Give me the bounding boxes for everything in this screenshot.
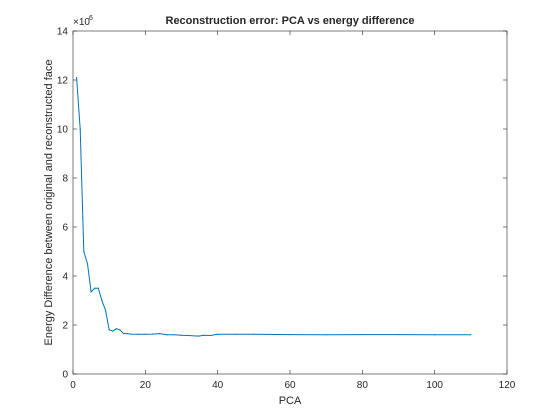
data-point [235,333,237,335]
axis-ticks: 0 20 40 60 80 100 120 0 2 4 6 8 10 12 14 [57,27,516,392]
data-point [90,291,92,293]
y-tick-label: 0 [62,370,68,381]
y-axis-label: Energy Difference between original and r… [43,60,55,346]
data-point [144,333,146,335]
data-point [115,328,117,330]
data-point [361,333,363,336]
x-tick-label: 20 [140,380,152,391]
data-point [253,333,255,335]
y-tick-label: 6 [62,223,68,234]
y-tick-label: 10 [57,125,69,136]
data-point [119,329,121,331]
data-point [108,329,110,331]
data-point [434,334,436,336]
y-tick-label: 4 [62,272,68,283]
data-point [101,299,103,302]
data-point [112,330,114,332]
data-point [166,334,168,336]
data-point [94,287,96,289]
y-axis-exponent-base: ×10 [73,17,90,28]
data-point [130,333,132,335]
y-tick-label: 8 [62,174,68,185]
data-point [325,334,327,336]
data-point [470,334,472,336]
data-point [76,76,78,79]
data-point [198,335,201,337]
y-tick-label: 12 [57,76,69,87]
data-point [180,334,183,336]
data-point [397,333,400,336]
data-point [126,332,128,335]
chart-title: Reconstruction error: PCA vs energy diff… [166,15,415,27]
data-point [173,334,175,336]
data-point [123,332,125,335]
data-point [104,309,107,311]
data-point [202,334,204,336]
data-point [97,287,99,289]
x-tick-label: 60 [284,380,296,391]
data-point [137,333,139,335]
x-tick-label: 80 [357,380,369,391]
data-point [83,250,85,253]
data-point [209,334,212,337]
data-point [86,263,89,265]
y-tick-label: 14 [57,27,69,38]
x-tick-label: 120 [499,380,516,391]
data-points [76,76,472,337]
data-point [151,333,154,335]
x-tick-label: 100 [426,380,443,391]
data-point [217,333,219,335]
plot-area [72,30,508,375]
data-point [79,128,81,130]
data-point [289,333,291,336]
x-tick-label: 0 [70,380,76,391]
data-point [159,332,161,335]
y-axis-exponent-power: 6 [89,15,93,22]
y-tick-label: 2 [62,321,68,332]
data-point [188,334,190,337]
x-tick-label: 40 [212,380,224,391]
x-axis-label: PCA [279,395,302,407]
data-point [195,335,197,337]
